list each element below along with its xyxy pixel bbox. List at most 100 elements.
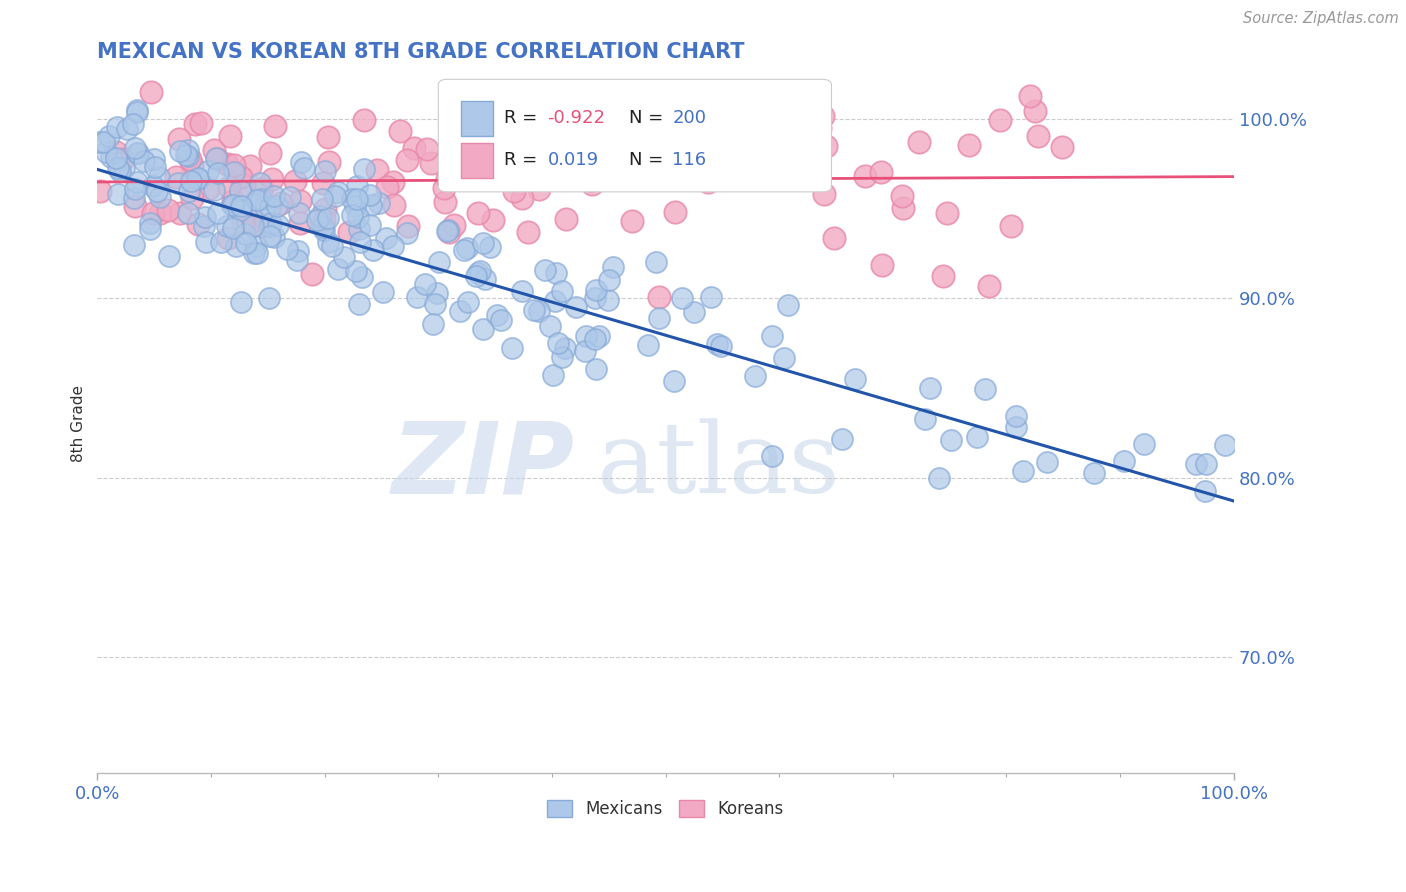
Point [382,239,405,253]
Point [544,294,567,309]
Point [217,219,239,234]
Point [662,374,685,388]
Point [181,158,204,172]
Point [482,213,505,227]
Point [1000,219,1022,233]
Point [648,310,671,325]
Point [215,157,238,171]
Point [588,328,610,343]
Point [360,198,382,212]
Point [326,261,349,276]
Point [100,150,122,164]
Point [1024,103,1046,118]
Point [1036,455,1059,469]
Point [243,246,266,260]
Point [598,273,620,287]
Point [235,235,257,250]
Point [988,112,1011,127]
Point [167,176,190,190]
Point [344,264,367,278]
Point [229,170,252,185]
Point [228,183,250,197]
Point [259,146,281,161]
Point [207,205,229,219]
Point [436,224,458,238]
Point [143,160,166,174]
Point [512,191,534,205]
Point [139,86,162,100]
Point [467,266,489,280]
Point [776,298,799,312]
Point [314,202,336,216]
Point [436,170,458,185]
Text: atlas: atlas [598,418,841,514]
Text: 200: 200 [672,110,706,128]
Point [179,152,201,166]
Point [94,145,117,160]
Point [276,242,298,256]
Point [844,372,866,386]
Point [823,231,845,245]
Point [263,189,285,203]
Point [551,284,574,298]
Point [284,174,307,188]
Point [464,268,486,283]
Point [107,187,129,202]
Point [180,191,202,205]
Point [314,164,336,178]
Point [259,200,281,214]
Legend: Mexicans, Koreans: Mexicans, Koreans [540,793,790,824]
Point [314,213,336,227]
Point [301,267,323,281]
Point [870,258,893,272]
Point [127,146,149,161]
Point [287,244,309,258]
Point [814,139,837,153]
Point [1195,457,1218,471]
Point [242,219,264,233]
Point [433,181,456,195]
Point [453,122,475,136]
Point [157,249,180,263]
Point [290,155,312,169]
Point [583,332,606,346]
Point [278,190,301,204]
Point [267,219,290,233]
Point [891,189,914,203]
Point [891,201,914,215]
Point [1019,89,1042,103]
Point [1114,454,1136,468]
Point [572,164,595,178]
Point [554,341,576,355]
Point [683,305,706,319]
Point [157,202,180,217]
Point [1133,437,1156,451]
Point [165,170,187,185]
Point [343,198,366,212]
Point [288,206,311,220]
Point [939,433,962,447]
Point [434,194,457,209]
Point [501,341,523,355]
Point [346,179,368,194]
Point [664,205,686,219]
Point [870,165,893,179]
Point [359,188,381,202]
Point [520,141,543,155]
Point [288,194,311,208]
Point [104,145,127,160]
Point [326,185,349,199]
Point [575,329,598,343]
Point [472,321,495,335]
Point [443,218,465,232]
Point [593,158,616,172]
Point [232,215,254,229]
Point [316,130,339,145]
Point [253,200,276,214]
Point [180,174,202,188]
Point [467,206,489,220]
Point [353,113,375,128]
Point [249,176,271,190]
Point [316,235,339,249]
Point [918,381,941,395]
